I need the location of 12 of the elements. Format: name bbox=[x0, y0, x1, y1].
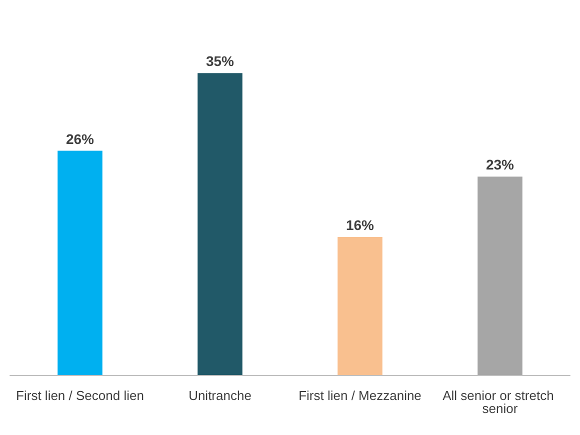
x-tick-label: Unitranche bbox=[188, 388, 252, 403]
bar bbox=[58, 150, 102, 375]
data-label: 35% bbox=[206, 53, 235, 70]
bar bbox=[478, 176, 522, 375]
x-tick-label: All senior or stretch senior bbox=[442, 388, 558, 416]
x-tick-label: First lien / Second lien bbox=[16, 388, 144, 403]
bar bbox=[198, 73, 242, 375]
data-label: 16% bbox=[346, 217, 375, 233]
data-label: 23% bbox=[486, 156, 515, 173]
x-tick-label: First lien / Mezzanine bbox=[298, 388, 422, 403]
data-label: 26% bbox=[66, 130, 95, 147]
bar bbox=[338, 237, 382, 375]
